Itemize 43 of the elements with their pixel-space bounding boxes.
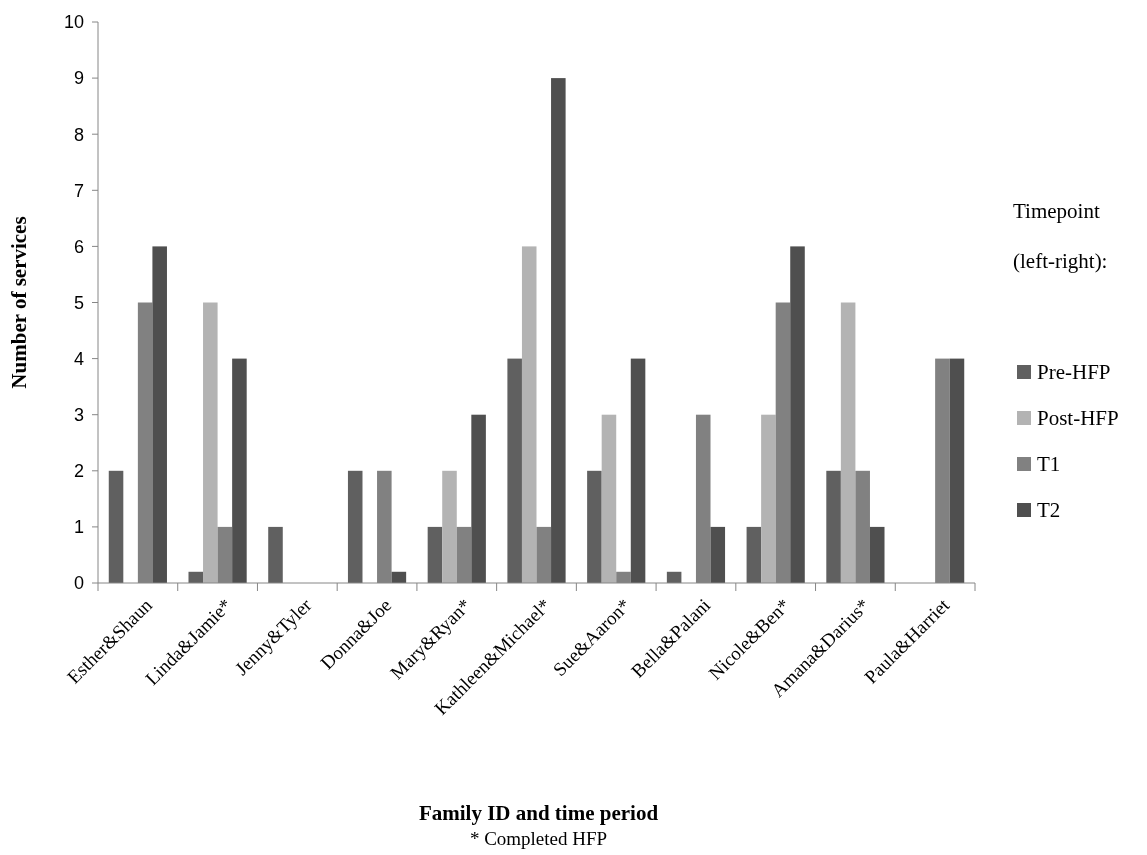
- bar: [601, 414, 617, 583]
- bar: [188, 571, 204, 583]
- x-axis-title: Family ID and time period: [418, 801, 659, 825]
- bar: [630, 358, 646, 583]
- bar: [427, 526, 443, 583]
- bar: [587, 470, 602, 583]
- y-tick-label: 1: [73, 517, 84, 538]
- bar: [442, 470, 457, 583]
- y-axis-title: Number of services: [7, 216, 31, 389]
- y-tick-label: 8: [73, 124, 84, 145]
- y-tick-label: 10: [63, 12, 84, 33]
- legend-label: Post-HFP: [1037, 406, 1119, 431]
- bar: [840, 302, 856, 583]
- bar: [826, 470, 841, 583]
- bar: [790, 246, 805, 583]
- bar: [347, 470, 363, 583]
- bar: [507, 358, 522, 583]
- bar: [761, 414, 776, 583]
- bar: [551, 78, 566, 583]
- y-tick-label: 2: [73, 461, 84, 482]
- bar: [521, 246, 537, 583]
- y-tick-label: 6: [73, 236, 84, 257]
- y-tick-label: 3: [73, 405, 84, 425]
- y-tick-label: 5: [73, 292, 84, 313]
- bar: [471, 414, 486, 583]
- legend-label: T2: [1037, 498, 1061, 523]
- text: Timepoint (left-right):: [1013, 199, 1108, 273]
- bar: [108, 470, 124, 583]
- y-tick-label: 4: [73, 348, 84, 369]
- bar: [746, 526, 762, 583]
- legend-label: T1: [1037, 452, 1061, 477]
- bar: [203, 302, 218, 583]
- legend-label: Pre-HFP: [1037, 360, 1111, 385]
- bar: [949, 358, 965, 583]
- y-tick-label: 0: [73, 573, 84, 594]
- bar: [268, 526, 283, 583]
- text: * Completed HFP: [469, 828, 608, 849]
- bar: [232, 358, 247, 583]
- y-tick-label: 7: [73, 180, 84, 201]
- bar: [152, 246, 167, 583]
- y-tick-label: 9: [73, 68, 84, 89]
- bar: [869, 526, 885, 583]
- bar: [710, 526, 726, 583]
